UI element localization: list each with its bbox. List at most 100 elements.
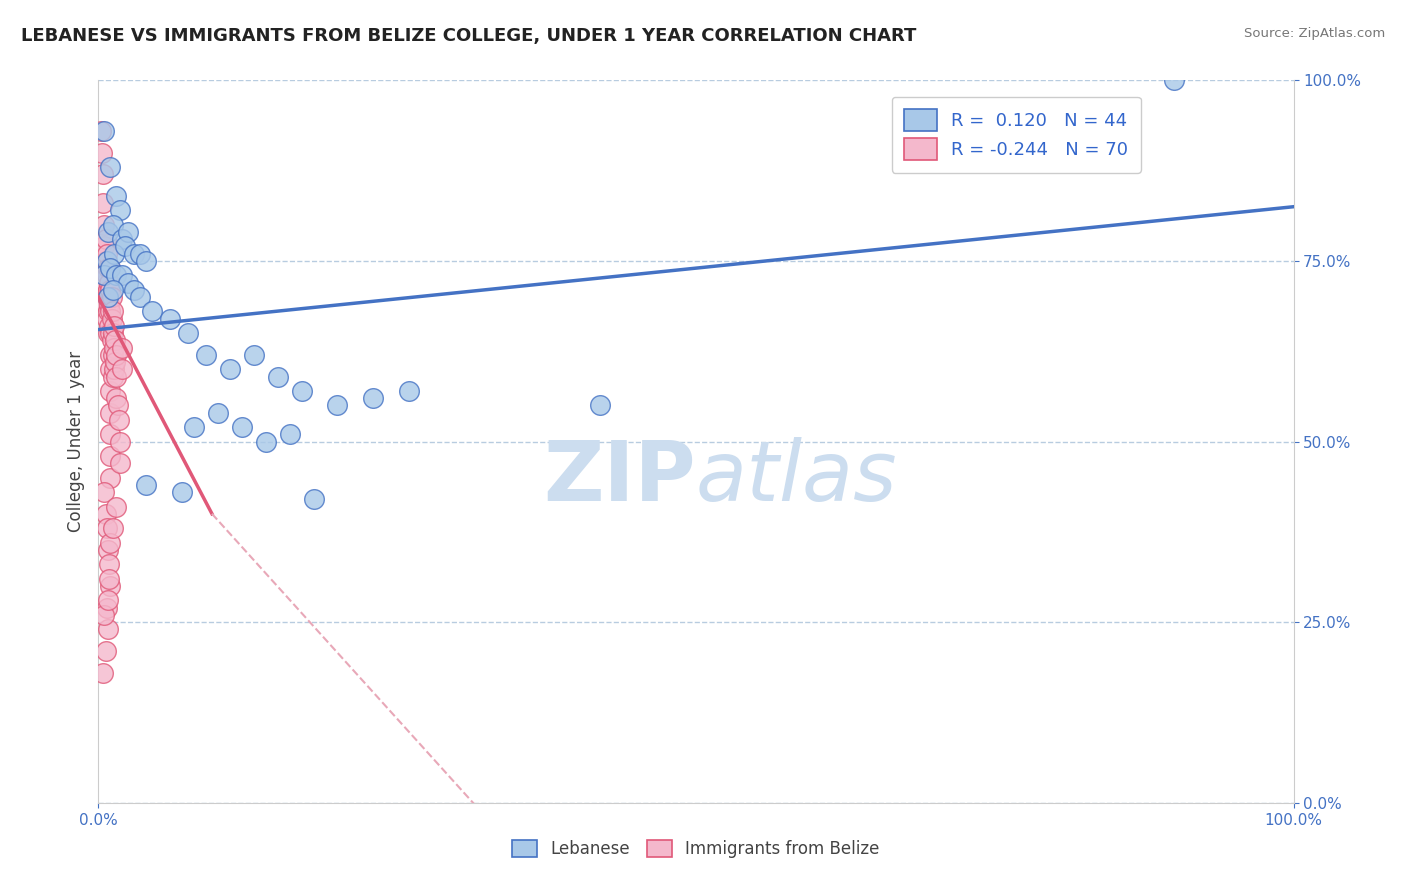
Point xyxy=(135,253,157,268)
Point xyxy=(105,500,128,514)
Point xyxy=(91,665,114,680)
Point xyxy=(98,362,122,376)
Point xyxy=(108,203,131,218)
Point xyxy=(398,384,420,398)
Point xyxy=(94,232,117,246)
Point xyxy=(111,341,134,355)
Legend: Lebanese, Immigrants from Belize: Lebanese, Immigrants from Belize xyxy=(503,832,889,867)
Point xyxy=(267,369,290,384)
Point xyxy=(97,623,120,637)
Point xyxy=(97,542,120,557)
Point xyxy=(98,276,121,290)
Point xyxy=(589,398,612,412)
Point xyxy=(183,420,205,434)
Point xyxy=(98,579,122,593)
Point xyxy=(326,398,349,412)
Point xyxy=(101,218,124,232)
Point xyxy=(195,348,218,362)
Point xyxy=(97,283,120,297)
Point xyxy=(98,470,122,484)
Point xyxy=(108,456,131,470)
Text: atlas: atlas xyxy=(696,437,897,518)
Point xyxy=(231,420,253,434)
Point xyxy=(124,283,146,297)
Point xyxy=(90,124,112,138)
Point xyxy=(98,261,122,276)
Point xyxy=(98,384,122,398)
Point xyxy=(141,304,163,318)
Point xyxy=(135,478,157,492)
Point xyxy=(101,521,124,535)
Point xyxy=(98,572,121,586)
Point xyxy=(108,434,131,449)
Point xyxy=(363,391,385,405)
Point xyxy=(96,246,118,260)
Point xyxy=(97,290,120,304)
Point xyxy=(177,326,200,340)
Point xyxy=(103,362,125,376)
Point xyxy=(98,318,121,333)
Point xyxy=(98,160,122,174)
Point xyxy=(98,261,122,276)
Point xyxy=(93,268,115,283)
Point xyxy=(96,268,118,283)
Point xyxy=(94,276,117,290)
Text: ZIP: ZIP xyxy=(544,437,696,518)
Point xyxy=(101,304,124,318)
Point xyxy=(97,261,120,276)
Point xyxy=(104,355,127,369)
Text: Source: ZipAtlas.com: Source: ZipAtlas.com xyxy=(1244,27,1385,40)
Point xyxy=(207,406,229,420)
Point xyxy=(105,348,128,362)
Point xyxy=(254,434,277,449)
Point xyxy=(96,521,118,535)
Point xyxy=(98,326,122,340)
Point xyxy=(97,326,120,340)
Point xyxy=(117,225,139,239)
Point xyxy=(98,558,121,572)
Point xyxy=(93,485,115,500)
Point xyxy=(101,348,124,362)
Point xyxy=(101,283,124,297)
Point xyxy=(104,334,127,348)
Point xyxy=(98,535,122,549)
Point xyxy=(98,304,122,318)
Point xyxy=(105,189,128,203)
Point xyxy=(96,253,118,268)
Point xyxy=(291,384,314,398)
Point xyxy=(1163,73,1185,87)
Point xyxy=(93,124,115,138)
Point xyxy=(93,239,115,253)
Point xyxy=(96,600,118,615)
Point xyxy=(98,297,121,311)
Point xyxy=(103,341,125,355)
Point xyxy=(96,290,118,304)
Point xyxy=(93,261,115,276)
Point xyxy=(101,326,124,340)
Point xyxy=(243,348,266,362)
Point xyxy=(107,398,129,412)
Point xyxy=(111,232,134,246)
Point xyxy=(219,362,242,376)
Point xyxy=(97,593,120,607)
Point xyxy=(93,218,115,232)
Point xyxy=(94,507,117,521)
Point xyxy=(98,427,122,442)
Point xyxy=(100,290,122,304)
Point xyxy=(105,391,128,405)
Point xyxy=(278,427,301,442)
Point xyxy=(172,485,194,500)
Point xyxy=(94,644,117,658)
Point xyxy=(117,276,139,290)
Point xyxy=(94,297,117,311)
Point xyxy=(129,290,152,304)
Point xyxy=(111,268,134,283)
Point xyxy=(111,362,134,376)
Point xyxy=(103,246,125,260)
Point xyxy=(91,167,114,181)
Point xyxy=(97,304,120,318)
Point xyxy=(103,318,125,333)
Y-axis label: College, Under 1 year: College, Under 1 year xyxy=(66,351,84,533)
Point xyxy=(124,246,146,260)
Point xyxy=(98,406,122,420)
